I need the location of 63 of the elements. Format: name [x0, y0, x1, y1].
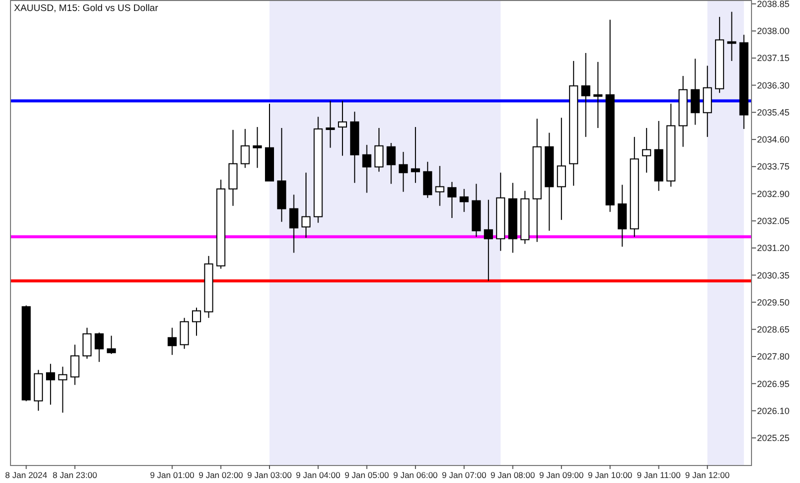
candlestick	[727, 11, 736, 62]
candlestick	[168, 327, 177, 356]
candlestick	[386, 142, 396, 184]
candlestick	[447, 181, 456, 218]
x-tick-label: 9 Jan 10:00	[588, 470, 633, 480]
candlestick	[398, 151, 408, 192]
x-tick-label: 9 Jan 11:00	[636, 470, 681, 480]
y-tick-label: 2028.65	[757, 324, 790, 335]
candlestick	[423, 161, 432, 198]
candlestick	[106, 335, 116, 354]
candlestick	[690, 58, 700, 126]
x-tick-label: 9 Jan 06:00	[393, 470, 438, 480]
y-tick-label: 2038.00	[757, 26, 790, 36]
y-tick-label: 2032.90	[757, 188, 790, 199]
x-tick-label: 9 Jan 08:00	[490, 470, 536, 480]
y-tick-label: 2025.25	[757, 433, 790, 444]
candlestick	[70, 344, 80, 386]
x-tick-label: 8 Jan 2024	[5, 470, 48, 480]
y-tick-label: 2033.75	[757, 162, 790, 172]
x-tick-label: 9 Jan 09:00	[539, 470, 584, 480]
x-tick-label: 8 Jan 23:00	[52, 470, 98, 480]
y-tick-label: 2035.45	[757, 107, 790, 118]
y-tick-label: 2026.95	[757, 378, 790, 389]
candlestick	[240, 128, 250, 168]
candlestick	[338, 100, 347, 156]
candlestick	[58, 366, 68, 414]
candlestick	[362, 144, 372, 194]
x-tick-label: 9 Jan 05:00	[344, 470, 390, 480]
x-tick-label: 9 Jan 07:00	[442, 470, 487, 480]
y-tick-label: 2031.20	[757, 243, 790, 254]
candlestick	[435, 165, 444, 206]
y-tick-label: 2036.30	[757, 80, 790, 90]
y-tick-label: 2037.15	[757, 53, 790, 64]
y-tick-label: 2027.80	[757, 352, 790, 362]
candlestick	[460, 188, 469, 212]
candlestick	[410, 126, 420, 184]
y-tick-label: 2038.85	[757, 0, 790, 9]
y-tick-label: 2026.10	[757, 406, 790, 416]
chart-title: XAUUSD, M15: Gold vs US Dollar	[14, 3, 158, 14]
x-tick-label: 9 Jan 03:00	[247, 470, 292, 480]
candlestick	[180, 317, 189, 350]
candlestick	[326, 100, 335, 148]
candlestick	[301, 172, 311, 238]
candlestick	[252, 126, 262, 168]
x-tick-label: 9 Jan 04:00	[296, 470, 341, 480]
candlestick	[46, 363, 56, 406]
candlestick	[82, 327, 92, 360]
candlestick	[289, 194, 298, 254]
candlestick	[581, 52, 590, 138]
candlestick	[94, 332, 104, 362]
candlestick	[192, 307, 202, 336]
x-tick-label: 9 Jan 02:00	[198, 470, 244, 480]
candlestick	[556, 117, 566, 220]
x-tick-label: 9 Jan 12:00	[685, 470, 730, 480]
candlestick	[642, 127, 652, 174]
candlestick	[484, 199, 493, 282]
candlestick	[374, 127, 384, 172]
y-tick-label: 2029.50	[757, 297, 790, 308]
y-tick-label: 2032.05	[757, 216, 790, 226]
candlestick	[593, 61, 602, 128]
x-tick-label: 9 Jan 01:00	[150, 470, 195, 480]
y-tick-label: 2034.60	[757, 134, 790, 145]
y-tick-label: 2030.35	[757, 270, 790, 280]
